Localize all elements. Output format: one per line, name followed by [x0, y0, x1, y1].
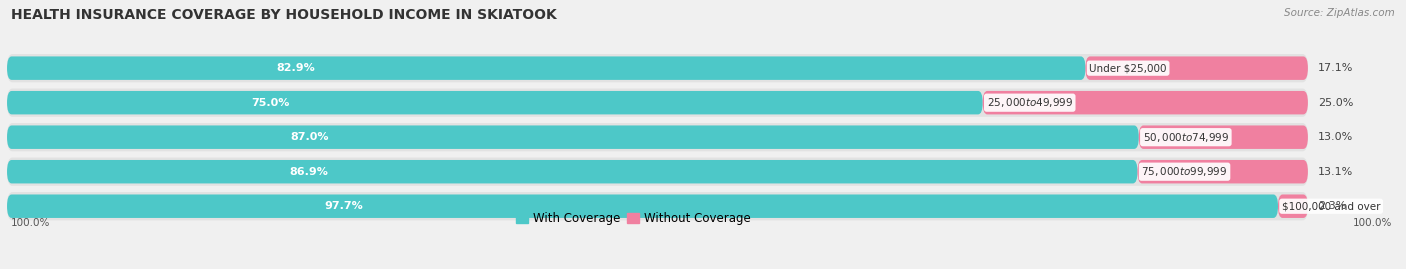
Text: 82.9%: 82.9%	[277, 63, 315, 73]
FancyBboxPatch shape	[7, 160, 1137, 183]
Text: 17.1%: 17.1%	[1319, 63, 1354, 73]
Text: 87.0%: 87.0%	[290, 132, 329, 142]
FancyBboxPatch shape	[7, 54, 1308, 82]
Text: 13.1%: 13.1%	[1319, 167, 1354, 177]
Legend: With Coverage, Without Coverage: With Coverage, Without Coverage	[512, 208, 755, 230]
Text: 75.0%: 75.0%	[250, 98, 290, 108]
FancyBboxPatch shape	[7, 158, 1308, 186]
Text: HEALTH INSURANCE COVERAGE BY HOUSEHOLD INCOME IN SKIATOOK: HEALTH INSURANCE COVERAGE BY HOUSEHOLD I…	[11, 8, 557, 22]
Text: Source: ZipAtlas.com: Source: ZipAtlas.com	[1284, 8, 1395, 18]
Text: 97.7%: 97.7%	[325, 201, 364, 211]
Text: 2.3%: 2.3%	[1319, 201, 1347, 211]
FancyBboxPatch shape	[7, 125, 1139, 149]
FancyBboxPatch shape	[1085, 56, 1308, 80]
FancyBboxPatch shape	[7, 192, 1308, 220]
Text: Under $25,000: Under $25,000	[1090, 63, 1167, 73]
FancyBboxPatch shape	[7, 91, 983, 114]
FancyBboxPatch shape	[983, 91, 1308, 114]
Text: 100.0%: 100.0%	[11, 218, 51, 228]
FancyBboxPatch shape	[1139, 125, 1308, 149]
FancyBboxPatch shape	[7, 89, 1308, 117]
Text: 13.0%: 13.0%	[1319, 132, 1354, 142]
FancyBboxPatch shape	[1278, 194, 1308, 218]
FancyBboxPatch shape	[7, 194, 1278, 218]
Text: 86.9%: 86.9%	[290, 167, 329, 177]
FancyBboxPatch shape	[1137, 160, 1308, 183]
Text: 25.0%: 25.0%	[1319, 98, 1354, 108]
Text: 100.0%: 100.0%	[1353, 218, 1392, 228]
Text: $25,000 to $49,999: $25,000 to $49,999	[987, 96, 1073, 109]
Text: $75,000 to $99,999: $75,000 to $99,999	[1142, 165, 1227, 178]
Text: $50,000 to $74,999: $50,000 to $74,999	[1143, 131, 1229, 144]
FancyBboxPatch shape	[7, 56, 1085, 80]
Text: $100,000 and over: $100,000 and over	[1282, 201, 1381, 211]
FancyBboxPatch shape	[7, 123, 1308, 151]
